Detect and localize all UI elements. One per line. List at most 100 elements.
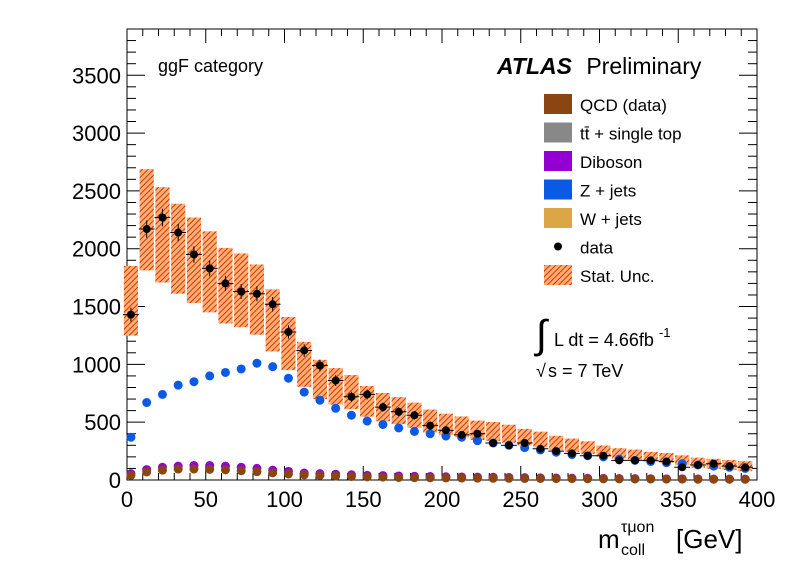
data-point bbox=[583, 451, 592, 460]
data-point bbox=[473, 429, 482, 438]
data-point bbox=[174, 228, 183, 237]
data-point bbox=[441, 426, 450, 435]
stat-unc-band bbox=[171, 203, 186, 294]
qcd-point bbox=[157, 465, 167, 475]
qcd-point bbox=[220, 465, 230, 475]
legend-swatch-ttbar bbox=[544, 122, 572, 143]
data-point bbox=[189, 250, 198, 259]
legend-label: Z + jets bbox=[580, 182, 636, 201]
qcd-point bbox=[724, 474, 734, 484]
y-tick-label: 0 bbox=[109, 468, 121, 493]
data-point bbox=[693, 460, 702, 469]
data-point bbox=[630, 456, 639, 465]
qcd-point bbox=[299, 470, 309, 480]
chart-marks bbox=[123, 169, 754, 484]
qcd-point bbox=[394, 472, 404, 482]
x-tick-label: 200 bbox=[424, 487, 461, 512]
stat-unc-band bbox=[580, 441, 595, 454]
data-point bbox=[536, 444, 545, 453]
data-point bbox=[678, 463, 687, 472]
stat-unc-band bbox=[155, 187, 170, 283]
atlas-label: ATLAS Preliminary bbox=[496, 53, 702, 79]
data-point bbox=[221, 279, 230, 288]
data-point bbox=[426, 421, 435, 430]
qcd-point bbox=[331, 471, 341, 481]
zjets-point bbox=[236, 364, 246, 374]
legend-label: tt̄ + single top bbox=[580, 125, 682, 144]
data-point bbox=[363, 390, 372, 399]
atlas-bold: ATLAS bbox=[496, 53, 573, 79]
qcd-point bbox=[472, 473, 482, 483]
data-point bbox=[709, 459, 718, 468]
x-tick-label: 100 bbox=[266, 487, 303, 512]
zjets-point bbox=[173, 380, 183, 390]
qcd-point bbox=[283, 469, 293, 479]
stat-unc-band bbox=[312, 359, 328, 399]
qcd-point bbox=[236, 466, 246, 476]
qcd-point bbox=[535, 473, 545, 483]
data-point bbox=[300, 346, 309, 355]
x-tick-label: 250 bbox=[502, 487, 539, 512]
stat-unc-band bbox=[627, 449, 643, 460]
x-tick-label: 350 bbox=[660, 487, 697, 512]
stat-unc-band bbox=[123, 265, 139, 336]
x-tick-label: 150 bbox=[345, 487, 382, 512]
qcd-point bbox=[709, 474, 719, 484]
qcd-point bbox=[346, 472, 356, 482]
zjets-point bbox=[205, 371, 215, 381]
data-point bbox=[331, 376, 340, 385]
stat-unc-band bbox=[596, 445, 611, 457]
data-point bbox=[457, 430, 466, 439]
y-tick-label: 500 bbox=[84, 410, 121, 435]
data-point bbox=[394, 407, 403, 416]
stat-unc-band bbox=[564, 438, 580, 453]
data-point bbox=[378, 403, 387, 412]
data-point bbox=[725, 462, 734, 471]
zjets-point bbox=[346, 410, 356, 420]
qcd-point bbox=[378, 472, 388, 482]
stat-unc-band bbox=[501, 424, 517, 443]
qcd-point bbox=[425, 473, 435, 483]
qcd-point bbox=[441, 473, 451, 483]
xlabel-sup: τμon bbox=[621, 519, 654, 536]
legend-swatch-stat bbox=[544, 265, 572, 285]
data-point bbox=[646, 456, 655, 465]
xlabel-main: m bbox=[598, 524, 620, 554]
x-axis-label: m τμon coll [GeV] bbox=[598, 519, 742, 559]
legend-label: data bbox=[580, 239, 614, 258]
zjets-point bbox=[283, 373, 293, 383]
legend-swatch-wjets bbox=[544, 208, 572, 228]
legend: QCD (data) tt̄ + single top Diboson Z + jet… bbox=[544, 94, 682, 286]
stat-unc-band bbox=[612, 448, 627, 459]
x-tick-label: 400 bbox=[739, 487, 776, 512]
qcd-point bbox=[126, 470, 136, 480]
sqrts-text: s = 7 TeV bbox=[548, 361, 623, 381]
data-point bbox=[284, 327, 293, 336]
legend-label: W + jets bbox=[580, 210, 642, 229]
lumi-text: L dt = 4.66fb -1 bbox=[554, 325, 671, 350]
legend-label: QCD (data) bbox=[580, 96, 667, 115]
qcd-point bbox=[142, 467, 152, 477]
legend-label: Diboson bbox=[580, 153, 642, 172]
y-tick-label: 3000 bbox=[72, 121, 121, 146]
integral-sign: ∫ bbox=[534, 313, 550, 357]
qcd-point bbox=[362, 472, 372, 482]
qcd-point bbox=[173, 464, 183, 474]
zjets-point bbox=[331, 403, 341, 413]
zjets-point bbox=[126, 432, 136, 442]
qcd-point bbox=[661, 474, 671, 484]
legend-swatch-zjets bbox=[544, 179, 572, 200]
qcd-point bbox=[567, 474, 577, 484]
qcd-point bbox=[252, 467, 262, 477]
legend-swatch-qcd bbox=[544, 94, 572, 114]
y-tick-label: 2500 bbox=[72, 179, 121, 204]
qcd-point bbox=[646, 474, 656, 484]
zjets-point bbox=[189, 377, 199, 387]
zjets-point bbox=[299, 387, 309, 397]
data-point bbox=[268, 300, 277, 309]
stat-unc-band bbox=[549, 435, 564, 451]
data-point bbox=[615, 456, 624, 465]
qcd-point bbox=[189, 464, 199, 474]
stat-unc-band bbox=[486, 421, 501, 441]
